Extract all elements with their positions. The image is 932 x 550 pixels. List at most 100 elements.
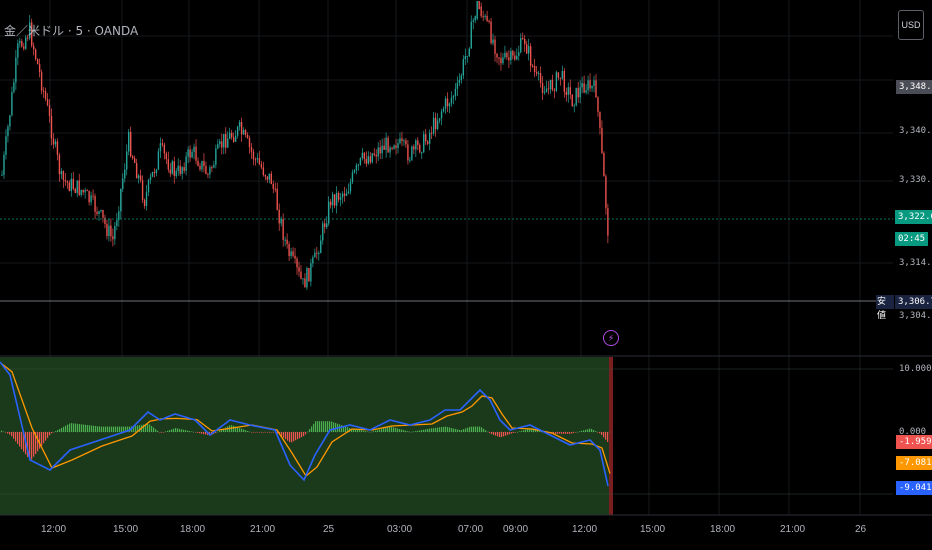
histogram-bar: [311, 426, 313, 432]
histogram-bar: [155, 429, 157, 432]
histogram-bar: [153, 427, 155, 432]
histogram-bar: [285, 432, 287, 440]
histogram-bar: [499, 432, 501, 438]
histogram-bar: [353, 428, 355, 432]
histogram-bar: [185, 430, 187, 432]
histogram-bar: [283, 432, 285, 438]
histogram-bar: [589, 428, 591, 432]
candle-body: [488, 20, 490, 22]
histogram-bar: [281, 432, 283, 437]
candle-body: [300, 271, 302, 279]
histogram-bar: [315, 421, 317, 432]
histogram-bar: [335, 423, 337, 432]
histogram-bar: [505, 432, 507, 436]
histogram-bar: [93, 425, 95, 432]
histogram-bar: [133, 426, 135, 432]
candle-body: [577, 87, 579, 98]
histogram-bar: [307, 431, 309, 433]
histogram-bar: [451, 428, 453, 432]
histogram-bar: [371, 431, 373, 433]
histogram-bar: [431, 428, 433, 432]
candle-body: [434, 117, 437, 129]
histogram-bar: [263, 432, 265, 433]
candle-body: [343, 193, 346, 196]
histogram-bar: [23, 432, 25, 452]
histogram-bar: [417, 430, 419, 432]
histogram-bar: [3, 431, 5, 433]
histogram-bar: [323, 421, 325, 432]
histogram-bar: [305, 432, 307, 435]
candle-body: [207, 173, 209, 175]
histogram-bar: [287, 432, 289, 441]
candle-body: [337, 192, 340, 200]
candle-body: [139, 175, 142, 181]
histogram-bar: [381, 429, 383, 432]
histogram-bar: [597, 432, 599, 433]
histogram-bar: [595, 431, 597, 432]
histogram-bar: [369, 431, 371, 433]
histogram-bar: [215, 432, 217, 433]
candle-body: [50, 115, 53, 139]
macd-value-tag: -9.041: [896, 481, 932, 495]
session-low-label: 安値: [876, 295, 894, 321]
histogram-bar: [167, 430, 169, 432]
histogram-bar: [97, 426, 99, 432]
histogram-bar: [21, 432, 23, 450]
histogram-bar: [461, 429, 463, 432]
histogram-bar: [273, 432, 275, 433]
indicator-top-label: 10.000: [899, 364, 932, 374]
histogram-bar: [11, 432, 13, 437]
candle-body: [298, 267, 300, 272]
candle-body: [496, 53, 498, 58]
candle-body: [502, 57, 504, 64]
histogram-bar: [573, 432, 575, 433]
candle-body: [472, 20, 474, 22]
candle-body: [260, 164, 263, 168]
histogram-bar: [73, 423, 75, 432]
candle-body: [506, 52, 508, 58]
candle-body: [409, 159, 411, 161]
candle-body: [165, 153, 168, 160]
candle-body: [3, 154, 5, 175]
histogram-bar: [463, 429, 465, 432]
candle-body: [359, 157, 362, 165]
candle-body: [31, 22, 33, 46]
candle-body: [133, 158, 136, 163]
candle-body: [54, 141, 57, 145]
histogram-bar: [317, 421, 319, 432]
histogram-bar: [187, 430, 189, 432]
candle-body: [514, 55, 516, 60]
candle-body: [223, 134, 225, 148]
histogram-bar: [203, 432, 205, 435]
candle-body: [545, 88, 548, 93]
currency-button[interactable]: USD: [898, 10, 924, 40]
candle-body: [258, 158, 261, 165]
histogram-bar: [99, 426, 101, 432]
candle-body: [151, 171, 154, 177]
histogram-bar: [255, 432, 257, 433]
symbol-title[interactable]: 金／米ドル · 5 · OANDA: [4, 24, 139, 38]
candle-body: [163, 144, 166, 154]
candle-body: [42, 90, 45, 92]
candle-countdown: 02:45: [895, 232, 929, 246]
lightning-icon[interactable]: ⚡: [603, 330, 619, 346]
candle-body: [379, 147, 381, 154]
candle-body: [492, 39, 494, 44]
histogram-bar: [77, 423, 79, 432]
histogram-bar: [35, 432, 37, 455]
candle-body: [169, 169, 171, 174]
candle-body: [36, 59, 39, 65]
candle-body: [246, 134, 249, 139]
indicator-background: [0, 357, 609, 515]
histogram-bar: [607, 432, 609, 442]
histogram-bar: [247, 430, 249, 432]
histogram-bar: [103, 426, 105, 432]
histogram-bar: [387, 427, 389, 432]
candle-body: [302, 278, 304, 280]
histogram-bar: [481, 427, 483, 432]
candle-body: [442, 108, 445, 112]
histogram-bar: [191, 431, 193, 432]
histogram-bar: [95, 426, 97, 432]
histogram-bar: [89, 425, 91, 432]
